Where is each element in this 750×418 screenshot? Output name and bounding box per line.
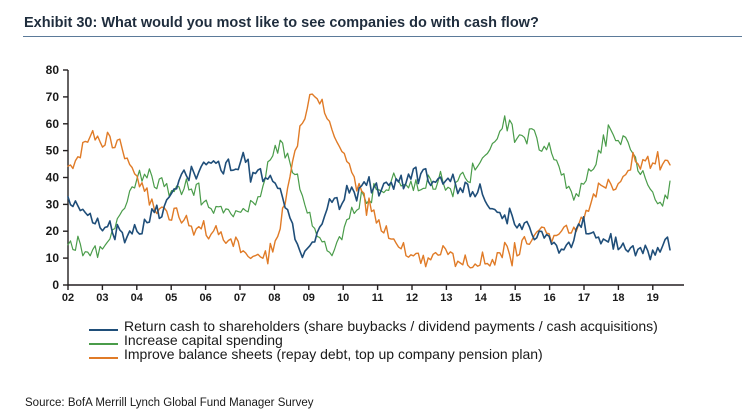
svg-text:11: 11	[372, 292, 384, 304]
svg-text:15: 15	[509, 292, 521, 304]
svg-text:40: 40	[46, 171, 60, 185]
svg-text:04: 04	[131, 292, 144, 304]
svg-text:70: 70	[46, 90, 60, 104]
svg-text:50: 50	[46, 144, 60, 158]
svg-text:17: 17	[578, 292, 590, 304]
svg-text:60: 60	[46, 117, 60, 131]
svg-text:13: 13	[440, 292, 452, 304]
svg-text:16: 16	[543, 292, 555, 304]
svg-text:30: 30	[46, 197, 60, 211]
svg-text:08: 08	[268, 292, 280, 304]
svg-text:20: 20	[46, 224, 60, 238]
svg-text:80: 80	[46, 63, 60, 77]
svg-text:12: 12	[406, 292, 418, 304]
svg-text:0: 0	[52, 278, 59, 292]
svg-text:05: 05	[165, 292, 177, 304]
svg-text:18: 18	[612, 292, 624, 304]
svg-text:03: 03	[96, 292, 108, 304]
svg-text:14: 14	[475, 292, 488, 304]
svg-text:10: 10	[46, 251, 60, 265]
svg-text:19: 19	[647, 292, 659, 304]
svg-text:07: 07	[234, 292, 246, 304]
svg-text:09: 09	[303, 292, 315, 304]
svg-text:10: 10	[337, 292, 349, 304]
svg-text:02: 02	[62, 292, 74, 304]
svg-text:06: 06	[199, 292, 211, 304]
